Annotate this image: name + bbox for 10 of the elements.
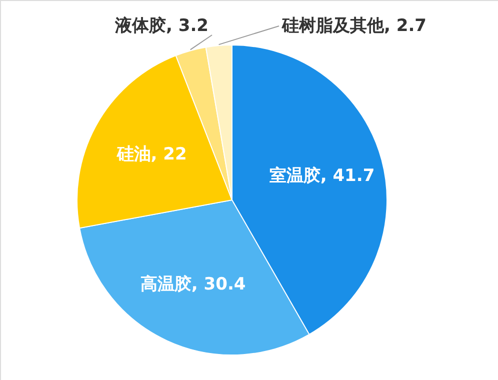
slice-label: 室温胶 (269, 166, 320, 186)
data-label: , 2.7 (384, 16, 426, 36)
data-label: , 3.2 (166, 16, 208, 36)
slice-label: 液体胶 (114, 16, 166, 36)
slice-label: 硅油 (116, 144, 151, 165)
data-label: , 41.7 (320, 166, 375, 186)
data-label: , 30.4 (191, 274, 246, 294)
slice-label: 高温胶 (140, 274, 192, 294)
slice-label: 硅树脂及其他 (281, 16, 385, 36)
data-label: , 22 (150, 144, 187, 165)
